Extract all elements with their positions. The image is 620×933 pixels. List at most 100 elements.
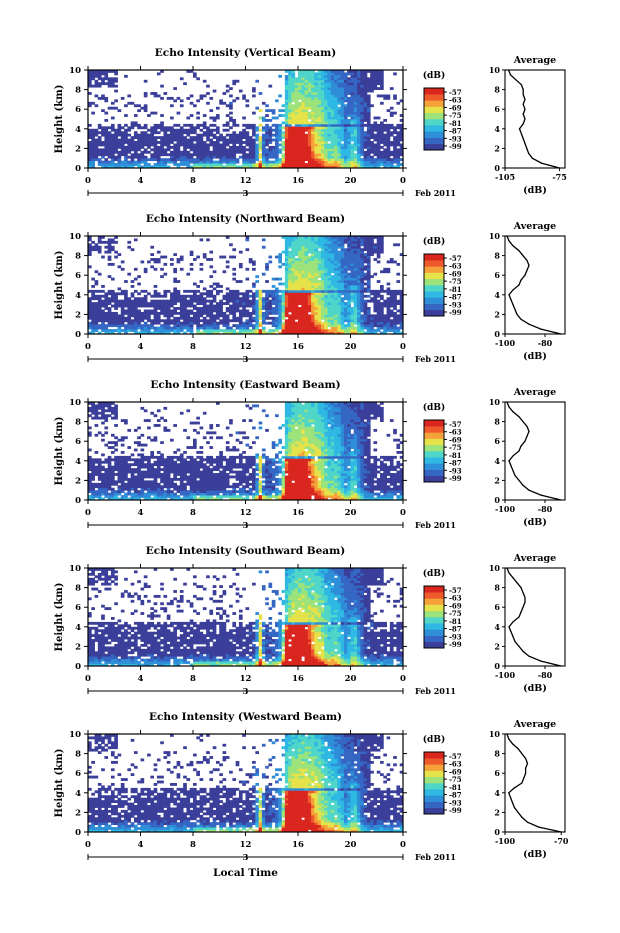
heatmap-cell bbox=[98, 310, 102, 313]
heatmap-cell bbox=[354, 92, 358, 95]
heatmap-cell bbox=[331, 158, 335, 161]
heatmap-cell bbox=[341, 297, 345, 300]
heatmap-cell bbox=[311, 156, 315, 159]
heatmap-cell bbox=[324, 238, 328, 241]
heatmap-cell bbox=[344, 280, 348, 283]
heatmap-cell bbox=[344, 107, 348, 110]
heatmap-cell bbox=[219, 163, 223, 166]
heatmap-cell bbox=[301, 312, 305, 315]
heatmap-cell bbox=[324, 148, 328, 151]
heatmap-cell bbox=[291, 112, 295, 115]
heatmap-cell bbox=[337, 305, 341, 308]
heatmap-cell bbox=[357, 134, 361, 137]
heatmap-cell bbox=[134, 144, 138, 147]
heatmap-cell bbox=[301, 273, 305, 276]
heatmap-cell bbox=[331, 141, 335, 144]
heatmap-cell bbox=[360, 80, 364, 83]
heatmap-cell bbox=[98, 144, 102, 147]
heatmap-cell bbox=[118, 292, 122, 295]
heatmap-cell bbox=[252, 139, 256, 142]
heatmap-cell bbox=[298, 302, 302, 305]
heatmap-cell bbox=[196, 310, 200, 313]
heatmap-cell bbox=[331, 305, 335, 308]
heatmap-cell bbox=[272, 307, 276, 310]
heatmap-cell bbox=[321, 126, 325, 129]
heatmap-cell bbox=[347, 273, 351, 276]
heatmap-cell bbox=[137, 324, 141, 327]
heatmap-cell bbox=[203, 95, 207, 98]
heatmap-cell bbox=[311, 72, 315, 75]
heatmap-cell bbox=[308, 117, 312, 120]
heatmap-cell bbox=[324, 292, 328, 295]
heatmap-cell bbox=[285, 268, 289, 271]
heatmap-cell bbox=[324, 317, 328, 320]
heatmap-cell bbox=[291, 287, 295, 290]
heatmap-cell bbox=[268, 307, 272, 310]
heatmap-cell bbox=[170, 300, 174, 303]
heatmap-cell bbox=[390, 161, 394, 164]
heatmap-cell bbox=[298, 95, 302, 98]
heatmap-cell bbox=[380, 136, 384, 139]
heatmap-cell bbox=[101, 314, 105, 317]
heatmap-cell bbox=[213, 297, 217, 300]
heatmap-cell bbox=[265, 317, 269, 320]
heatmap-cell bbox=[324, 273, 328, 276]
heatmap-cell bbox=[357, 268, 361, 271]
heatmap-cell bbox=[291, 265, 295, 268]
heatmap-cell bbox=[91, 476, 95, 479]
heatmap-cell bbox=[328, 95, 332, 98]
heatmap-cell bbox=[347, 261, 351, 264]
heatmap-cell bbox=[295, 153, 299, 156]
heatmap-cell bbox=[298, 124, 302, 127]
heatmap-cell bbox=[114, 90, 118, 93]
heatmap-cell bbox=[298, 134, 302, 137]
heatmap-cell bbox=[104, 431, 108, 434]
heatmap-cell bbox=[328, 243, 332, 246]
x-tick-label: 0 bbox=[400, 342, 406, 352]
heatmap-cell bbox=[308, 121, 312, 124]
x-tick-label: 16 bbox=[292, 342, 304, 352]
heatmap-cell bbox=[121, 305, 125, 308]
heatmap-cell bbox=[131, 305, 135, 308]
heatmap-cell bbox=[301, 129, 305, 132]
heatmap-cell bbox=[141, 297, 145, 300]
profile-frame bbox=[505, 70, 565, 168]
heatmap-cell bbox=[127, 300, 131, 303]
heatmap-cell bbox=[219, 136, 223, 139]
heatmap-cell bbox=[341, 265, 345, 268]
heatmap-cell bbox=[377, 144, 381, 147]
heatmap-cell bbox=[278, 261, 282, 264]
heatmap-cell bbox=[193, 307, 197, 310]
heatmap-cell bbox=[111, 466, 115, 469]
heatmap-cell bbox=[354, 97, 358, 100]
heatmap-cell bbox=[347, 124, 351, 127]
heatmap-cell bbox=[298, 246, 302, 249]
heatmap-cell bbox=[390, 258, 394, 261]
heatmap-cell bbox=[278, 265, 282, 268]
heatmap-cell bbox=[357, 324, 361, 327]
heatmap-cell bbox=[262, 144, 266, 147]
heatmap-cell bbox=[298, 310, 302, 313]
heatmap-cell bbox=[239, 263, 243, 266]
heatmap-cell bbox=[104, 163, 108, 166]
heatmap-cell bbox=[163, 136, 167, 139]
heatmap-cell bbox=[314, 238, 318, 241]
heatmap-cell bbox=[118, 329, 122, 332]
heatmap-cell bbox=[396, 322, 400, 325]
heatmap-cell bbox=[337, 129, 341, 132]
heatmap-cell bbox=[134, 314, 138, 317]
heatmap-cell bbox=[360, 112, 364, 115]
heatmap-cell bbox=[285, 280, 289, 283]
heatmap-cell bbox=[380, 163, 384, 166]
x-tick-label: 4 bbox=[138, 176, 144, 186]
heatmap-cell bbox=[390, 158, 394, 161]
heatmap-cell bbox=[239, 327, 243, 330]
heatmap-cell bbox=[291, 280, 295, 283]
heatmap-cell bbox=[216, 283, 220, 286]
heatmap-cell bbox=[134, 268, 138, 271]
heatmap-cell bbox=[354, 112, 358, 115]
heatmap-cell bbox=[377, 134, 381, 137]
heatmap-cell bbox=[324, 248, 328, 251]
heatmap-cell bbox=[318, 302, 322, 305]
heatmap-cell bbox=[134, 141, 138, 144]
